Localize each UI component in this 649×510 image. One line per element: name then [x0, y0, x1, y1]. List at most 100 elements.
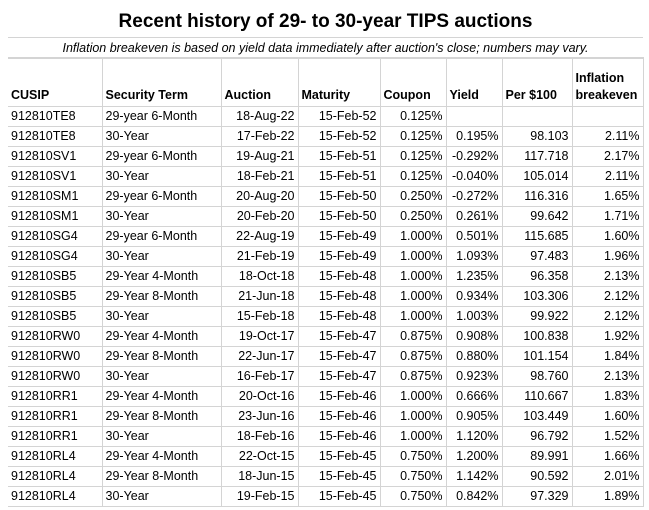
cell-security-term: 30-Year — [101, 246, 222, 267]
header-cusip: CUSIP — [8, 57, 103, 107]
cell-inflation-breakeven — [571, 106, 644, 127]
cell-inflation-breakeven: 1.60% — [571, 226, 644, 247]
cell-yield: -0.272% — [445, 186, 503, 207]
cell-cusip: 912810RW0 — [8, 366, 103, 387]
cell-auction: 15-Feb-18 — [220, 306, 299, 327]
cell-maturity: 15-Feb-45 — [297, 446, 381, 467]
cell-security-term: 30-Year — [101, 366, 222, 387]
cell-coupon: 0.125% — [379, 146, 447, 167]
cell-yield: 0.934% — [445, 286, 503, 307]
cell-per-100: 96.792 — [501, 426, 573, 447]
cell-inflation-breakeven: 1.71% — [571, 206, 644, 227]
cell-maturity: 15-Feb-50 — [297, 186, 381, 207]
cell-per-100: 99.922 — [501, 306, 573, 327]
cell-coupon: 1.000% — [379, 306, 447, 327]
table-row: 912810RL4 29-Year 8-Month 18-Jun-15 15-Feb-… — [8, 466, 644, 487]
cell-inflation-breakeven: 2.13% — [571, 366, 644, 387]
cell-security-term: 29-Year 4-Month — [101, 386, 222, 407]
cell-inflation-breakeven: 1.66% — [571, 446, 644, 467]
cell-inflation-breakeven: 1.60% — [571, 406, 644, 427]
cell-auction: 20-Oct-16 — [220, 386, 299, 407]
cell-yield: 0.923% — [445, 366, 503, 387]
cell-maturity: 15-Feb-48 — [297, 266, 381, 287]
table-row: 912810SB5 29-Year 8-Month 21-Jun-18 15-Feb-… — [8, 286, 644, 307]
cell-inflation-breakeven: 2.11% — [571, 126, 644, 147]
cell-yield: 0.261% — [445, 206, 503, 227]
cell-maturity: 15-Feb-49 — [297, 246, 381, 267]
cell-cusip: 912810TE8 — [8, 126, 103, 147]
cell-coupon: 0.875% — [379, 366, 447, 387]
cell-coupon: 1.000% — [379, 226, 447, 247]
table-row: 912810RL4 30-Year 19-Feb-15 15-Feb-45 0.750%… — [8, 486, 644, 507]
cell-coupon: 0.875% — [379, 326, 447, 347]
cell-maturity: 15-Feb-47 — [297, 326, 381, 347]
cell-coupon: 0.750% — [379, 466, 447, 487]
table-row: 912810RL4 29-Year 4-Month 22-Oct-15 15-Feb-… — [8, 446, 644, 467]
cell-security-term: 29-Year 8-Month — [101, 406, 222, 427]
header-inflation-breakeven: Inflation breakeven — [571, 57, 644, 107]
cell-maturity: 15-Feb-52 — [297, 106, 381, 127]
cell-security-term: 30-Year — [101, 166, 222, 187]
cell-maturity: 15-Feb-51 — [297, 146, 381, 167]
cell-cusip: 912810RW0 — [8, 326, 103, 347]
cell-yield: 0.880% — [445, 346, 503, 367]
cell-inflation-breakeven: 2.12% — [571, 306, 644, 327]
cell-security-term: 29-Year 4-Month — [101, 446, 222, 467]
cell-per-100: 97.483 — [501, 246, 573, 267]
table-row: 912810RR1 30-Year 18-Feb-16 15-Feb-46 1.000%… — [8, 426, 644, 447]
cell-cusip: 912810SG4 — [8, 246, 103, 267]
cell-per-100: 98.760 — [501, 366, 573, 387]
table-row: 912810RW0 30-Year 16-Feb-17 15-Feb-47 0.875%… — [8, 366, 644, 387]
cell-maturity: 15-Feb-52 — [297, 126, 381, 147]
cell-security-term: 30-Year — [101, 126, 222, 147]
cell-coupon: 1.000% — [379, 386, 447, 407]
cell-per-100: 96.358 — [501, 266, 573, 287]
cell-per-100: 98.103 — [501, 126, 573, 147]
cell-security-term: 29-year 6-Month — [101, 146, 222, 167]
cell-inflation-breakeven: 2.11% — [571, 166, 644, 187]
cell-auction: 19-Aug-21 — [220, 146, 299, 167]
cell-inflation-breakeven: 2.01% — [571, 466, 644, 487]
cell-auction: 20-Feb-20 — [220, 206, 299, 227]
cell-inflation-breakeven: 1.52% — [571, 426, 644, 447]
cell-per-100: 101.154 — [501, 346, 573, 367]
cell-yield: 1.142% — [445, 466, 503, 487]
cell-yield: 1.235% — [445, 266, 503, 287]
cell-auction: 18-Jun-15 — [220, 466, 299, 487]
table-row: 912810RW0 29-Year 4-Month 19-Oct-17 15-Feb-… — [8, 326, 644, 347]
header-yield: Yield — [445, 57, 503, 107]
cell-per-100: 100.838 — [501, 326, 573, 347]
cell-auction: 18-Feb-21 — [220, 166, 299, 187]
cell-per-100: 89.991 — [501, 446, 573, 467]
cell-cusip: 912810SV1 — [8, 146, 103, 167]
cell-maturity: 15-Feb-48 — [297, 306, 381, 327]
cell-yield: 0.195% — [445, 126, 503, 147]
table-row: 912810SB5 30-Year 15-Feb-18 15-Feb-48 1.000%… — [8, 306, 644, 327]
cell-coupon: 0.125% — [379, 106, 447, 127]
cell-maturity: 15-Feb-49 — [297, 226, 381, 247]
cell-auction: 17-Feb-22 — [220, 126, 299, 147]
cell-cusip: 912810SV1 — [8, 166, 103, 187]
cell-yield: 0.501% — [445, 226, 503, 247]
cell-security-term: 30-Year — [101, 306, 222, 327]
cell-cusip: 912810SM1 — [8, 186, 103, 207]
cell-inflation-breakeven: 2.17% — [571, 146, 644, 167]
cell-coupon: 1.000% — [379, 246, 447, 267]
cell-yield: 1.120% — [445, 426, 503, 447]
cell-maturity: 15-Feb-47 — [297, 366, 381, 387]
cell-inflation-breakeven: 1.89% — [571, 486, 644, 507]
table-row: 912810SG4 29-year 6-Month 22-Aug-19 15-Feb-… — [8, 226, 644, 247]
cell-per-100: 90.592 — [501, 466, 573, 487]
cell-cusip: 912810RL4 — [8, 466, 103, 487]
cell-auction: 19-Feb-15 — [220, 486, 299, 507]
cell-coupon: 1.000% — [379, 266, 447, 287]
cell-per-100: 116.316 — [501, 186, 573, 207]
cell-yield — [445, 106, 503, 127]
cell-security-term: 29-Year 4-Month — [101, 266, 222, 287]
cell-auction: 18-Feb-16 — [220, 426, 299, 447]
cell-per-100: 110.667 — [501, 386, 573, 407]
header-maturity: Maturity — [297, 57, 381, 107]
table-row: 912810SB5 29-Year 4-Month 18-Oct-18 15-Feb-… — [8, 266, 644, 287]
cell-coupon: 0.750% — [379, 446, 447, 467]
cell-cusip: 912810SB5 — [8, 266, 103, 287]
